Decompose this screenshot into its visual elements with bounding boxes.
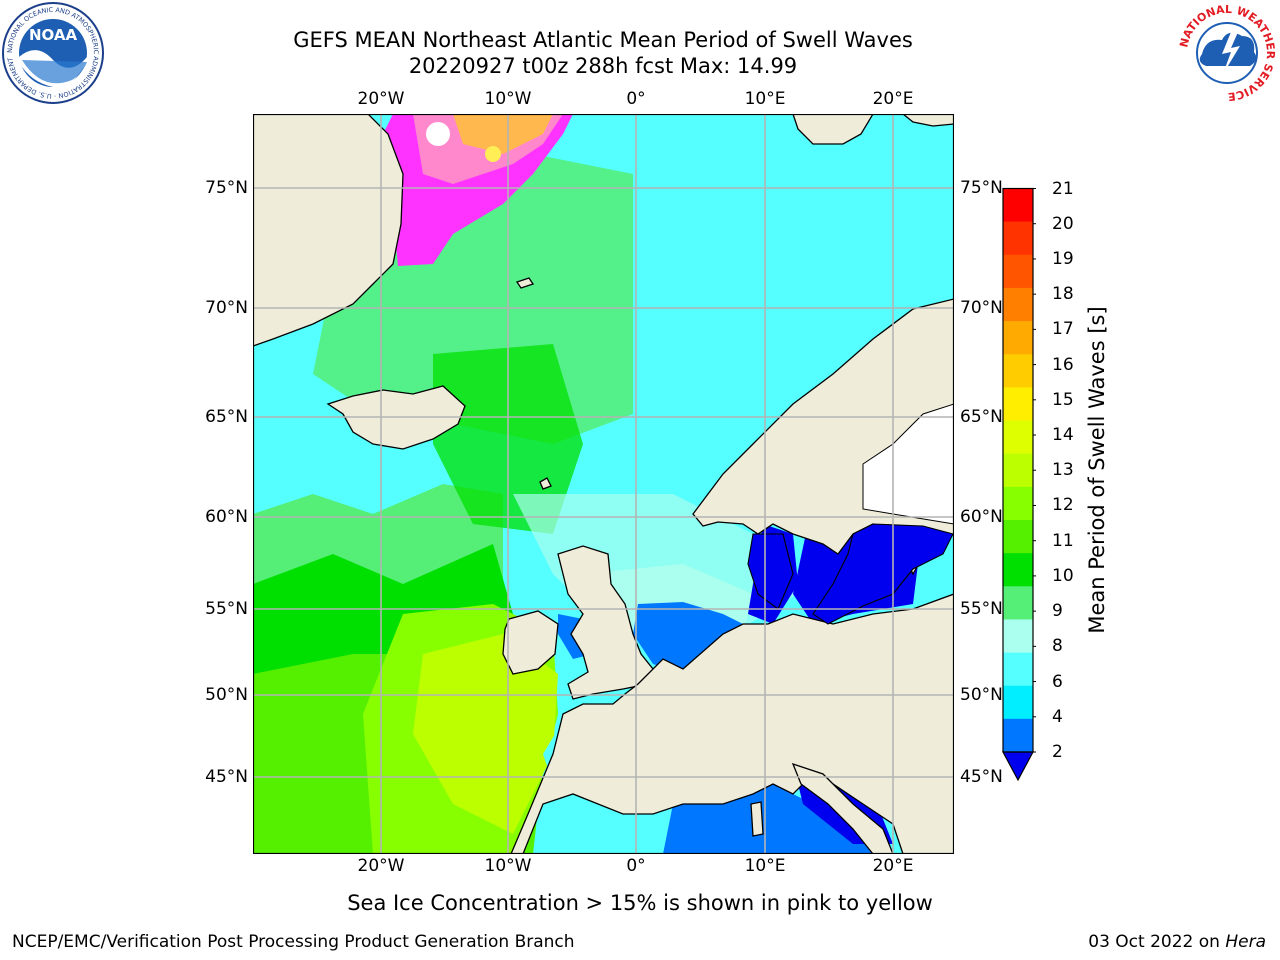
nws-logo: NATIONAL WEATHER SERVICE <box>1177 3 1277 103</box>
lon-tick-top: 0° <box>626 89 646 109</box>
colorbar-tick-label: 6 <box>1052 671 1063 692</box>
lat-tick-right: 70°N <box>960 298 1003 318</box>
colorbar-band <box>1003 420 1033 454</box>
lon-tick-bottom: 0° <box>626 856 646 876</box>
noaa-text: NOAA <box>29 26 78 44</box>
land-masses <box>253 114 954 854</box>
colorbar-band <box>1003 453 1033 488</box>
lon-tick-top: 20°W <box>357 89 405 109</box>
lon-tick-bottom: 20°W <box>357 856 405 876</box>
colorbar-band <box>1003 718 1033 753</box>
graticule <box>253 114 954 854</box>
colorbar-band <box>1003 188 1033 222</box>
footer-branch: NCEP/EMC/Verification Post Processing Pr… <box>12 932 575 952</box>
map-frame <box>253 114 954 854</box>
lat-tick-left: 70°N <box>205 298 248 318</box>
footer-date-text: 03 Oct 2022 on <box>1088 932 1226 952</box>
colorbar-tick-label: 14 <box>1052 425 1074 446</box>
lon-tick-bottom: 10°W <box>484 856 532 876</box>
swell-period-field <box>253 114 954 854</box>
colorbar-tick-label: 15 <box>1052 389 1074 410</box>
colorbar-band <box>1003 486 1033 521</box>
colorbar-tick-label: 10 <box>1052 565 1074 586</box>
colorbar-underflow-triangle <box>1001 751 1035 782</box>
lon-tick-bottom: 10°E <box>744 856 786 876</box>
colorbar-tick-label: 17 <box>1052 319 1074 340</box>
colorbar-tick-label: 16 <box>1052 354 1074 375</box>
no-data-region <box>862 403 954 525</box>
lat-tick-right: 45°N <box>960 767 1003 787</box>
colorbar <box>1001 187 1036 782</box>
colorbar-band <box>1003 221 1033 256</box>
colorbar-bands <box>1003 188 1033 753</box>
colorbar-tick-label: 11 <box>1052 530 1074 551</box>
lat-tick-right: 60°N <box>960 507 1003 527</box>
lat-tick-left: 50°N <box>205 685 248 705</box>
colorbar-band <box>1003 254 1033 289</box>
lat-tick-right: 65°N <box>960 407 1003 427</box>
colorbar-tick-marks <box>1033 188 1036 753</box>
colorbar-tick-label: 9 <box>1052 601 1063 622</box>
lat-tick-right: 75°N <box>960 178 1003 198</box>
colorbar-tick-label: 12 <box>1052 495 1074 516</box>
lat-tick-left: 65°N <box>205 407 248 427</box>
colorbar-title: Mean Period of Swell Waves [s] <box>1085 306 1109 634</box>
map-panel <box>253 114 954 854</box>
lat-tick-left: 55°N <box>205 599 248 619</box>
colorbar-band <box>1003 354 1033 388</box>
chart-subtitle: 20220927 t00z 288h fcst Max: 14.99 <box>408 54 798 78</box>
footer-machine: Hera <box>1225 932 1266 952</box>
colorbar-band <box>1003 685 1033 720</box>
colorbar-tick-label: 20 <box>1052 213 1074 234</box>
lat-tick-right: 55°N <box>960 599 1003 619</box>
colorbar-band <box>1003 287 1033 322</box>
colorbar-tick-label: 19 <box>1052 248 1074 269</box>
colorbar-tick-label: 13 <box>1052 460 1074 481</box>
colorbar-band <box>1003 652 1033 687</box>
lat-tick-left: 60°N <box>205 507 248 527</box>
colorbar-band <box>1003 586 1033 620</box>
lon-tick-bottom: 20°E <box>872 856 914 876</box>
footer-date: 03 Oct 2022 on Hera <box>1088 932 1266 952</box>
colorbar-tick-label: 2 <box>1052 742 1063 762</box>
colorbar-tick-label: 8 <box>1052 636 1063 657</box>
colorbar-tick-label: 21 <box>1052 178 1074 199</box>
colorbar-band <box>1003 321 1033 355</box>
colorbar-band <box>1003 553 1033 587</box>
lon-tick-top: 10°W <box>484 89 532 109</box>
lon-tick-top: 20°E <box>872 89 914 109</box>
lat-tick-left: 45°N <box>205 767 248 787</box>
sea-ice-note: Sea Ice Concentration > 15% is shown in … <box>347 891 933 915</box>
noaa-logo: NATIONAL OCEANIC AND ATMOSPHERIC ADMINIS… <box>2 2 104 104</box>
colorbar-tick-label: 4 <box>1052 706 1063 727</box>
colorbar-band <box>1003 619 1033 653</box>
lat-tick-left: 75°N <box>205 178 248 198</box>
colorbar-band <box>1003 387 1033 421</box>
lat-tick-right: 50°N <box>960 685 1003 705</box>
colorbar-band <box>1003 519 1033 554</box>
lon-tick-top: 10°E <box>744 89 786 109</box>
colorbar-tick-label: 18 <box>1052 284 1074 305</box>
chart-title: GEFS MEAN Northeast Atlantic Mean Period… <box>293 28 913 52</box>
